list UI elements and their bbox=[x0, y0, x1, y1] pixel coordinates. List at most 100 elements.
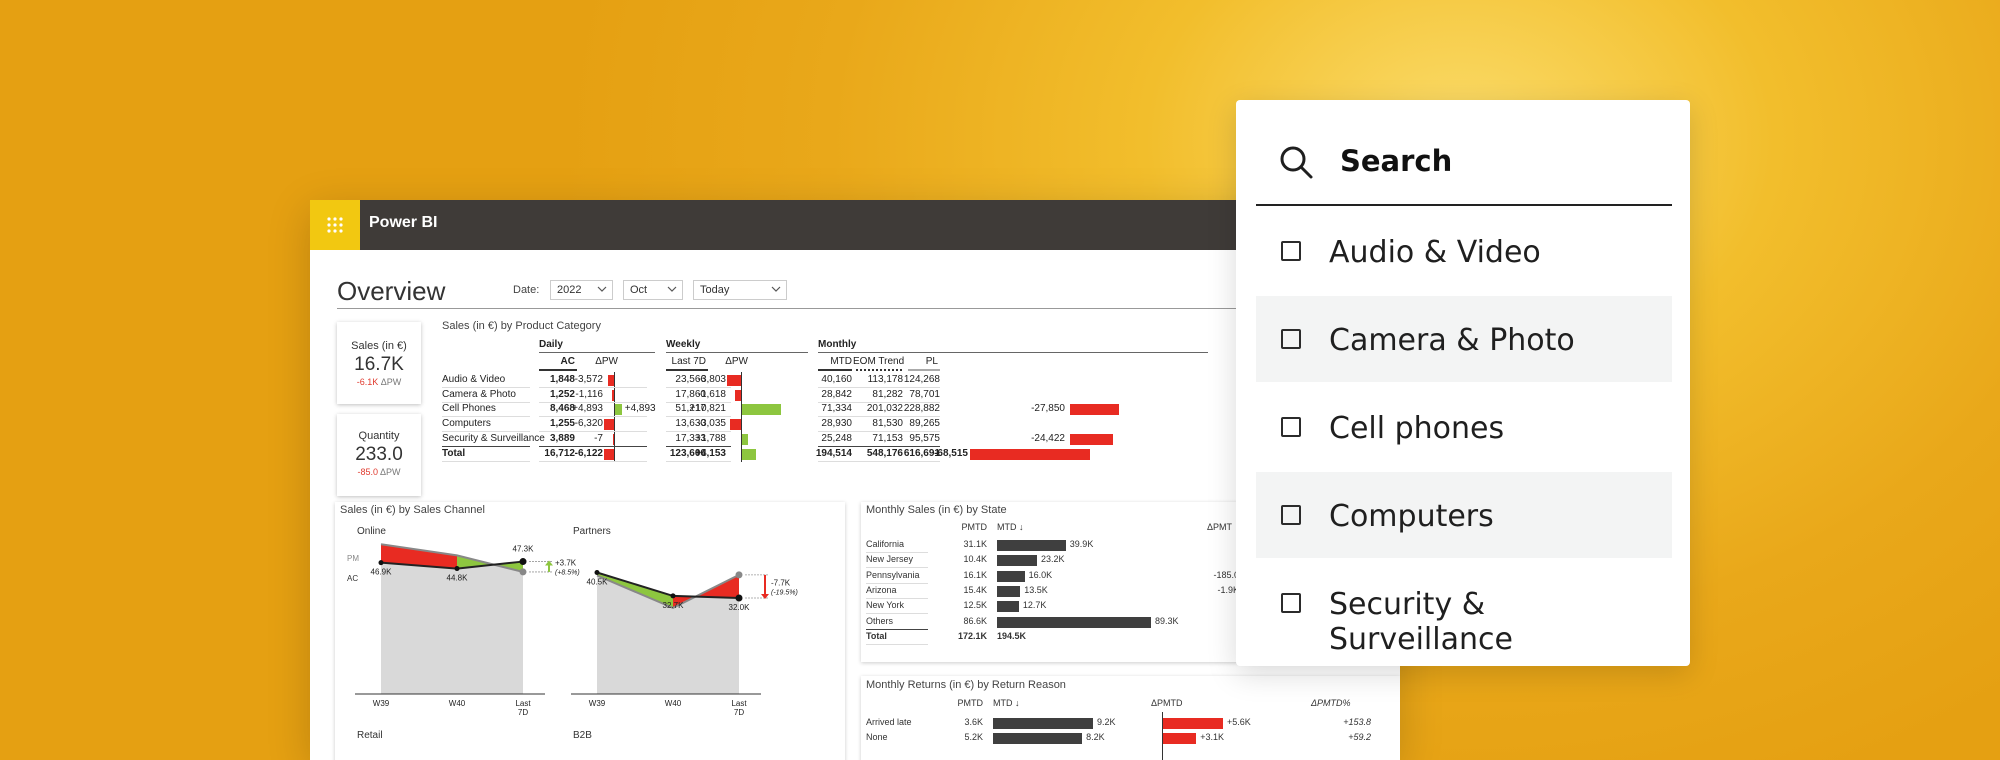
mtd-bar bbox=[997, 540, 1066, 551]
cell-mtd: 194,514 bbox=[815, 447, 852, 459]
table-total-row[interactable]: Total 172.1K 194.5K bbox=[861, 630, 1400, 645]
cell-dpw: -6,320 bbox=[574, 418, 603, 430]
cell-pmtd: 86.6K bbox=[963, 615, 987, 626]
table-row[interactable]: New York 12.5K 12.7K bbox=[861, 599, 1400, 615]
slicer-item-computers[interactable]: Computers bbox=[1256, 472, 1672, 558]
mtd-bar bbox=[997, 555, 1037, 567]
search-box[interactable]: Search bbox=[1236, 100, 1690, 206]
search-input[interactable]: Search bbox=[1340, 144, 1453, 178]
slicer-item-camera-photo[interactable]: Camera & Photo bbox=[1256, 296, 1672, 382]
table-row[interactable]: Arrived late 3.6K 9.2K +5.6K +153.8 bbox=[861, 716, 1400, 731]
returns-panel: Monthly Returns (in €) by Return Reason … bbox=[861, 676, 1400, 760]
cell-mtd: 16.0K bbox=[1028, 569, 1053, 580]
table-row[interactable]: Camera & Photo 1,252 -1,116 17,860 -1,618 28,… bbox=[428, 389, 1208, 403]
daily-delta-bar bbox=[604, 419, 614, 431]
cell-last7d: 51,217 bbox=[675, 403, 706, 415]
slicer-item-audio-video[interactable]: Audio & Video bbox=[1256, 208, 1672, 294]
row-name: Total bbox=[866, 630, 887, 641]
cell-pl: 95,575 bbox=[909, 432, 940, 444]
day-dropdown[interactable]: Today bbox=[693, 280, 787, 300]
row-divider bbox=[818, 401, 940, 403]
panel-title: Monthly Sales (in €) by State bbox=[866, 504, 1007, 516]
year-dropdown[interactable]: 2022 bbox=[550, 280, 613, 300]
page-title: Overview bbox=[337, 276, 446, 306]
cell-dpw: -3,572 bbox=[574, 374, 603, 385]
row-divider bbox=[866, 628, 928, 630]
row-name: Pennsylvania bbox=[866, 569, 920, 580]
col-dpmtd: ΔPMT bbox=[1207, 522, 1233, 532]
checkbox-icon[interactable] bbox=[1281, 241, 1301, 261]
table-row[interactable]: Cell Phones 8,468 +4,893 51,217 +10,821 71,33… bbox=[428, 403, 1208, 417]
row-divider bbox=[442, 445, 530, 447]
mtd-bar bbox=[997, 585, 1021, 597]
cell-mtd: 39.9K bbox=[1069, 539, 1094, 549]
top-bar: Power BI bbox=[310, 200, 1400, 250]
table-row[interactable]: Audio & Video 1,848 -3,572 23,566 -3,803 40,1… bbox=[428, 374, 1208, 388]
panel-title: Monthly Returns (in €) by Return Reason bbox=[866, 679, 1066, 691]
data-label: 44.8K bbox=[447, 574, 469, 583]
checkbox-icon[interactable] bbox=[1281, 417, 1301, 437]
app-launcher-icon[interactable] bbox=[310, 200, 360, 250]
table-row[interactable]: California 31.1K 39.9K bbox=[861, 538, 1400, 553]
cell-eom: 548,176 bbox=[866, 447, 903, 459]
cell-ac: 1,252 bbox=[549, 388, 575, 400]
month-value: Oct bbox=[630, 284, 648, 296]
cell-mtd: 28,842 bbox=[821, 388, 852, 400]
slicer-item-security-surveillance[interactable]: Security & Surveillance bbox=[1256, 560, 1672, 657]
cell-dpw: -7 bbox=[594, 432, 603, 444]
cell-pmtd: 172.1K bbox=[957, 630, 987, 641]
date-label: Date: bbox=[513, 284, 540, 296]
row-divider bbox=[866, 643, 928, 645]
table-row[interactable]: Pennsylvania 16.1K 16.0K -185.0 bbox=[861, 569, 1400, 584]
table-row[interactable]: New Jersey 10.4K 23.2K bbox=[861, 553, 1400, 569]
cell-pmtd: 16.1K bbox=[963, 569, 987, 580]
table-row[interactable]: Security & Surveillance 3,889 -7 17,333 +1,7… bbox=[428, 433, 1208, 447]
app-name: Power BI bbox=[369, 214, 438, 231]
table-row[interactable]: Others 86.6K 89.3K bbox=[861, 615, 1400, 630]
cell-ac: 3,889 bbox=[549, 432, 575, 444]
row-divider bbox=[442, 431, 530, 433]
delta-arrow-head bbox=[761, 594, 769, 599]
row-divider bbox=[666, 431, 731, 433]
cell-mtd: 9.2K bbox=[1097, 717, 1116, 727]
cell-mtd: 28,930 bbox=[821, 418, 852, 430]
cell-eom: 113,178 bbox=[867, 374, 903, 385]
data-label: 40.5K bbox=[587, 578, 609, 587]
kpi-card-sales[interactable]: Sales (in €) 16.7K -6.1K ΔPW bbox=[337, 322, 421, 404]
group-monthly: Monthly bbox=[818, 339, 857, 350]
delta-axis bbox=[1162, 712, 1163, 760]
checkbox-icon[interactable] bbox=[1281, 329, 1301, 349]
slicer-item-label: Camera & Photo bbox=[1329, 323, 1575, 358]
cell-mtd: 23.2K bbox=[1041, 554, 1065, 565]
row-divider bbox=[666, 387, 731, 388]
cell-last7d: 123,606 bbox=[669, 447, 706, 459]
slicer-item-cell-phones[interactable]: Cell phones bbox=[1256, 384, 1672, 470]
table-row[interactable]: None 5.2K 8.2K +3.1K +59.2 bbox=[861, 731, 1400, 746]
cell-monthly-delta: -27,850 bbox=[1031, 403, 1065, 415]
cell-monthly-delta: -68,515 bbox=[934, 447, 968, 459]
kpi-value: 233.0 bbox=[355, 444, 403, 465]
row-divider bbox=[866, 552, 928, 553]
cell-ac: 16,712 bbox=[544, 447, 575, 459]
cell-mtd: 89.3K bbox=[1155, 615, 1179, 626]
ac-label: AC bbox=[347, 574, 359, 583]
checkbox-icon[interactable] bbox=[1281, 593, 1301, 613]
mtd-bar bbox=[993, 718, 1093, 729]
delta-label: +3.7K bbox=[555, 559, 577, 568]
partners-title: Partners bbox=[573, 526, 611, 537]
table-total-row[interactable]: Total 16,712 -6,122 123,606 +4,153 194,514 548… bbox=[428, 448, 1208, 462]
kpi-card-quantity[interactable]: Quantity 233.0 -85.0 ΔPW bbox=[337, 414, 421, 496]
search-icon bbox=[1280, 146, 1313, 179]
col-mtd: MTD ↓ bbox=[993, 698, 1020, 708]
cell-dpw-weekly: -3,803 bbox=[697, 374, 726, 385]
col-pl: PL bbox=[925, 356, 938, 367]
table-row[interactable]: Arizona 15.4K 13.5K -1.9K bbox=[861, 584, 1400, 599]
month-dropdown[interactable]: Oct bbox=[623, 280, 683, 300]
checkbox-icon[interactable] bbox=[1281, 505, 1301, 525]
table-row[interactable]: Computers 1,255 -6,320 13,630 -3,035 28,930 81… bbox=[428, 418, 1208, 432]
weekly-delta-bar bbox=[741, 448, 757, 460]
col-dpw-weekly: ΔPW bbox=[725, 356, 748, 367]
cell-dpct: +59.2 bbox=[1348, 732, 1371, 742]
x-tick-label: 7D bbox=[734, 708, 744, 717]
monthly-delta-bar bbox=[1070, 433, 1113, 445]
